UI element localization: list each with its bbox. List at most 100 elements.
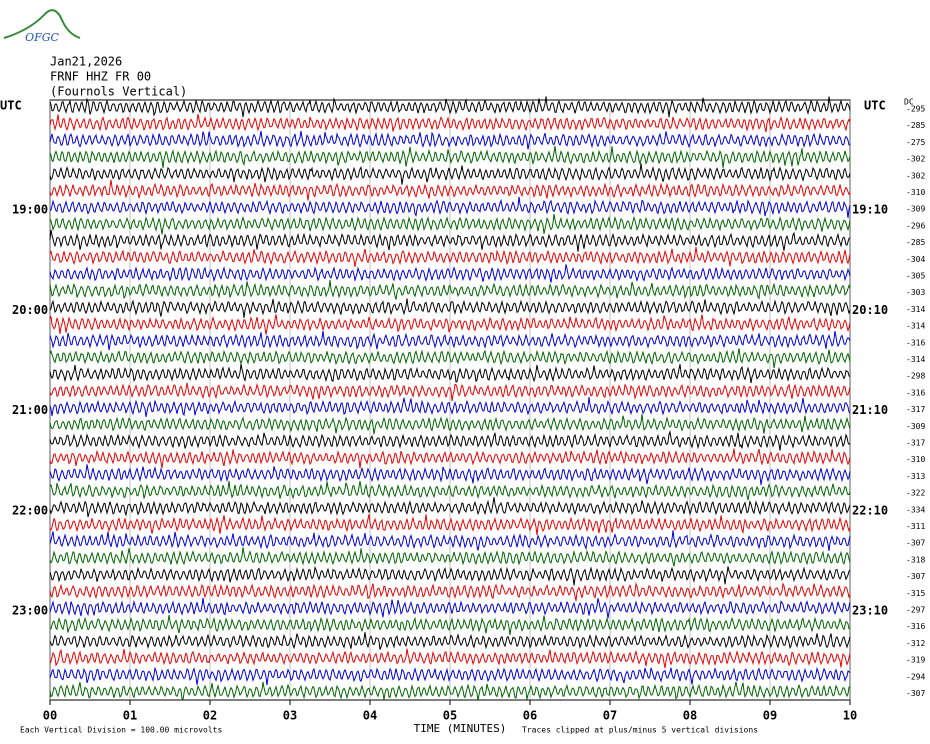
trace xyxy=(49,497,851,518)
trace xyxy=(49,163,851,185)
trace xyxy=(49,363,851,384)
dc-offset: -307 xyxy=(906,572,925,581)
trace xyxy=(49,615,851,635)
dc-offset: -316 xyxy=(906,338,925,347)
dc-offset: -275 xyxy=(906,138,925,147)
trace xyxy=(49,430,851,451)
right-time: 19:10 xyxy=(852,203,888,217)
right-axis-label: UTC xyxy=(864,99,886,113)
right-time: 22:10 xyxy=(852,503,888,517)
clipping-note: Traces clipped at plus/minus 5 vertical … xyxy=(522,726,758,735)
dc-offset: -312 xyxy=(906,639,925,648)
x-axis-label: TIME (MINUTES) xyxy=(414,722,507,735)
dc-offset: -317 xyxy=(906,405,925,414)
dc-offset: -298 xyxy=(906,372,925,381)
dc-offset: -316 xyxy=(906,388,925,397)
left-time: 20:00 xyxy=(12,303,48,317)
x-tick-label: 07 xyxy=(603,709,617,723)
trace xyxy=(49,581,851,601)
dc-offset: -297 xyxy=(906,606,925,615)
trace xyxy=(49,246,851,267)
dc-offset: -285 xyxy=(906,121,925,130)
trace xyxy=(49,632,851,650)
dc-label: DC xyxy=(904,98,914,107)
dc-offset: -285 xyxy=(906,238,925,247)
dc-offset: -307 xyxy=(906,539,925,548)
trace xyxy=(49,114,851,133)
trace xyxy=(49,547,851,567)
dc-offset: -309 xyxy=(906,422,925,431)
description: (Fournols Vertical) xyxy=(50,85,187,99)
dc-offset: -302 xyxy=(906,155,925,164)
dc-offset: -314 xyxy=(906,305,925,314)
left-time: 19:00 xyxy=(12,203,48,217)
x-tick-label: 01 xyxy=(123,709,137,723)
scale-note: Each Vertical Division = 100.00 microvol… xyxy=(20,726,222,735)
dc-offset: -305 xyxy=(906,272,925,281)
dc-offset: -314 xyxy=(906,322,925,331)
left-axis-label: UTC xyxy=(0,99,22,113)
dc-offset: -295 xyxy=(906,105,925,114)
x-tick-label: 09 xyxy=(763,709,777,723)
x-tick-label: 08 xyxy=(683,709,697,723)
trace xyxy=(49,298,851,318)
trace xyxy=(49,146,851,169)
trace xyxy=(49,464,851,485)
trace xyxy=(49,314,851,335)
left-time: 21:00 xyxy=(12,403,48,417)
trace xyxy=(49,514,851,536)
dc-offset: -319 xyxy=(906,656,925,665)
dc-offset: -315 xyxy=(906,589,925,598)
trace xyxy=(49,597,851,619)
trace xyxy=(49,348,851,369)
trace xyxy=(49,448,851,469)
x-tick-label: 04 xyxy=(363,709,377,723)
trace xyxy=(49,530,851,551)
dc-offset: -309 xyxy=(906,205,925,214)
x-tick-label: 02 xyxy=(203,709,217,723)
dc-offset: -318 xyxy=(906,555,925,564)
dc-offset: -303 xyxy=(906,288,925,297)
dc-offset: -314 xyxy=(906,355,925,364)
dc-offset: -334 xyxy=(906,505,925,514)
dc-offset: -322 xyxy=(906,489,925,498)
right-time: 21:10 xyxy=(852,403,888,417)
dc-offset: -294 xyxy=(906,672,925,681)
right-time: 20:10 xyxy=(852,303,888,317)
logo-mark xyxy=(3,9,81,39)
dc-offset: -302 xyxy=(906,171,925,180)
trace xyxy=(49,214,851,235)
x-tick-label: 05 xyxy=(443,709,457,723)
x-tick-label: 10 xyxy=(843,709,857,723)
date: Jan21,2026 xyxy=(50,55,122,69)
trace xyxy=(49,681,851,701)
trace xyxy=(49,229,851,252)
trace xyxy=(49,480,851,501)
dc-offset: -316 xyxy=(906,622,925,631)
dc-offset: -317 xyxy=(906,439,925,448)
logo: OFGC xyxy=(25,31,59,44)
x-tick-label: 00 xyxy=(43,709,57,723)
trace xyxy=(49,330,851,351)
dc-offset: -296 xyxy=(906,221,925,230)
station: FRNF HHZ FR 00 xyxy=(50,70,151,84)
trace xyxy=(49,382,851,402)
trace xyxy=(49,648,851,669)
trace xyxy=(49,130,851,150)
dc-offset: -313 xyxy=(906,472,925,481)
trace xyxy=(49,397,851,417)
left-time: 23:00 xyxy=(12,604,48,618)
trace xyxy=(49,179,851,201)
dc-offset: -311 xyxy=(906,522,925,531)
trace xyxy=(49,264,851,283)
dc-offset: -304 xyxy=(906,255,925,264)
trace xyxy=(49,565,851,586)
trace xyxy=(49,666,851,686)
right-time: 23:10 xyxy=(852,604,888,618)
dc-offset: -307 xyxy=(906,689,925,698)
left-time: 22:00 xyxy=(12,503,48,517)
x-tick-label: 06 xyxy=(523,709,537,723)
trace xyxy=(49,196,851,218)
trace xyxy=(49,96,851,118)
